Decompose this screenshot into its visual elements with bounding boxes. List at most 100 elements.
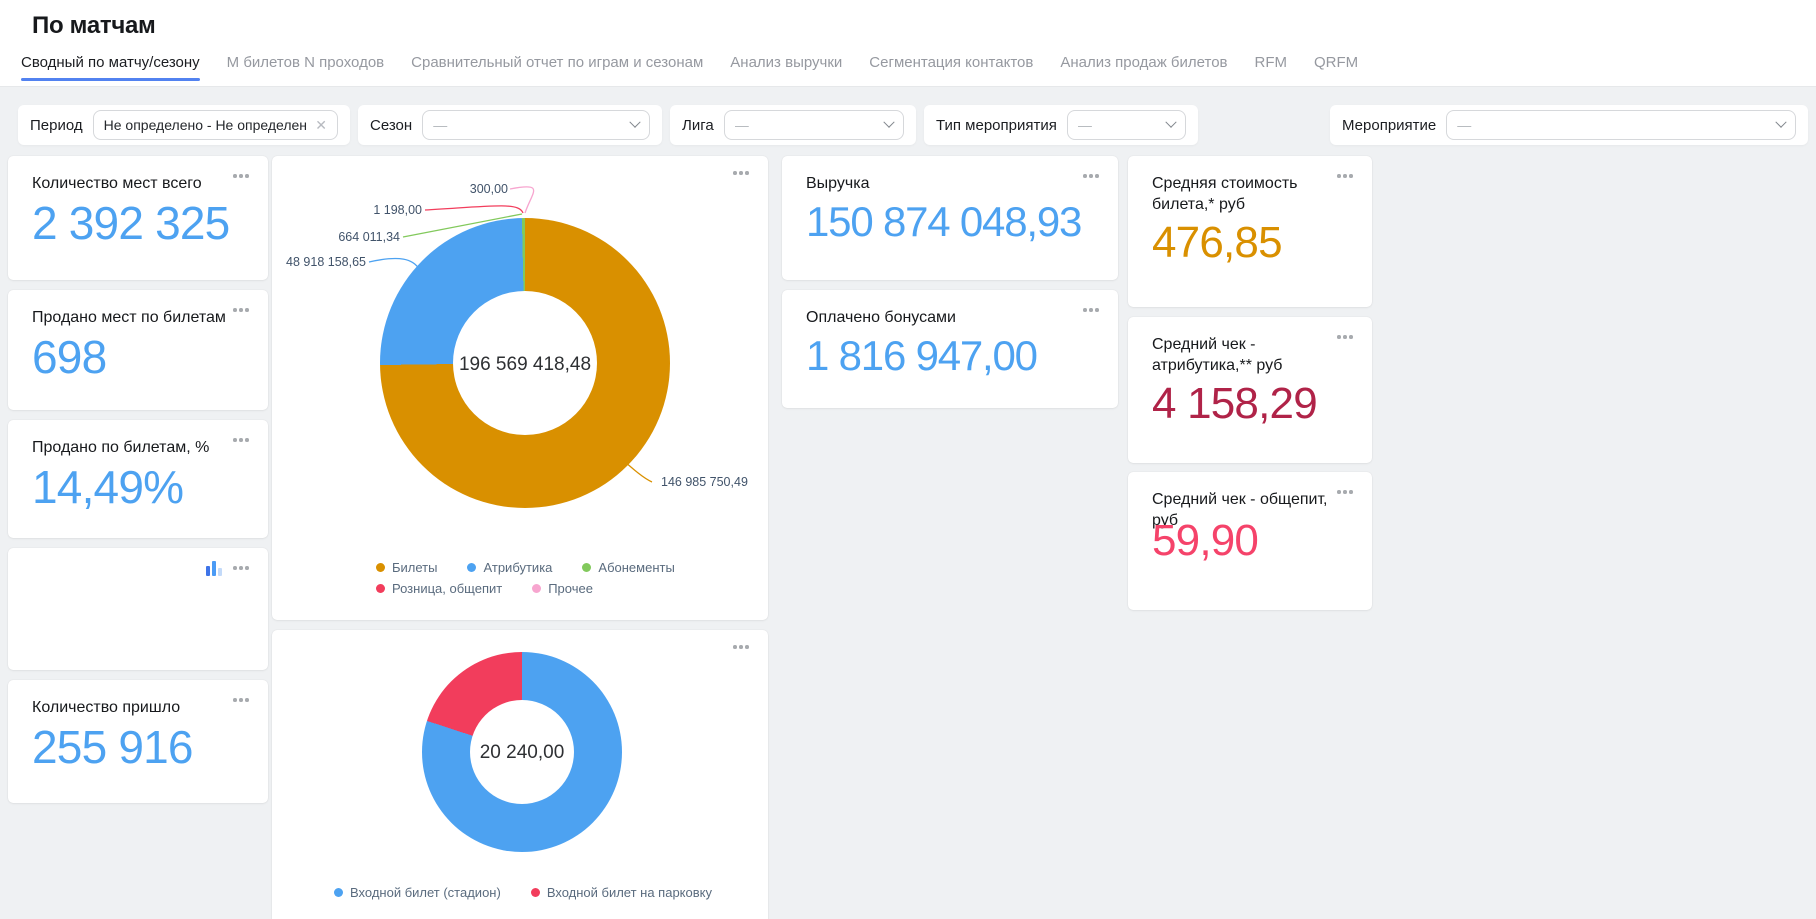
tab-revenue-analysis[interactable]: Анализ выручки — [730, 54, 843, 71]
page-title: По матчам — [32, 12, 156, 39]
period-input[interactable]: Не определено - Не определено ✕ — [92, 110, 338, 140]
chevron-down-icon — [1165, 116, 1177, 128]
kpi-card-avg-merch: Средний чек - атрибутика,** руб 4 158,29 — [1128, 317, 1372, 463]
slice-label-abonementy: 664 011,34 — [338, 230, 400, 244]
filter-event-label: Мероприятие — [1342, 116, 1437, 134]
event-type-value: — — [1077, 117, 1092, 133]
kpi-value: 2 392 325 — [32, 197, 230, 249]
filter-period-label: Период — [30, 116, 83, 134]
card-menu-button[interactable] — [230, 563, 252, 573]
kpi-value: 59,90 — [1152, 516, 1259, 565]
tab-contact-segmentation[interactable]: Сегментация контактов — [869, 54, 1034, 71]
period-value: Не определено - Не определено — [103, 117, 308, 133]
slice-label-bilety: 146 985 750,49 — [661, 475, 748, 489]
kpi-title: Оплачено бонусами — [806, 309, 956, 326]
tab-rfm[interactable]: RFM — [1254, 54, 1288, 71]
kpi-title: Средний чек - атрибутика,** руб — [1152, 336, 1283, 374]
legend-dot-icon — [376, 584, 385, 593]
filter-period: Период Не определено - Не определено ✕ — [18, 105, 350, 145]
legend-item[interactable]: Розница, общепит — [376, 581, 502, 596]
tab-m-tickets-n-passes[interactable]: М билетов N проходов — [226, 54, 385, 71]
clear-icon[interactable]: ✕ — [315, 117, 327, 133]
kpi-title: Средний чек - общепит, руб — [1152, 491, 1328, 529]
tab-ticket-sales-analysis[interactable]: Анализ продаж билетов — [1060, 54, 1228, 71]
entrance-tickets-donut-card: 20 240,00 Входной билет (стадион) Входно… — [272, 630, 768, 919]
tab-bar: Сводный по матчу/сезону М билетов N прох… — [21, 50, 1359, 81]
legend-label: Входной билет (стадион) — [350, 885, 501, 900]
event-select[interactable]: — — [1446, 110, 1796, 140]
legend-dot-icon — [376, 563, 385, 572]
legend-item[interactable]: Билеты — [376, 560, 437, 575]
kpi-card-bonuses: Оплачено бонусами 1 816 947,00 — [782, 290, 1118, 408]
kpi-value: 698 — [32, 331, 107, 383]
card-menu-button[interactable] — [230, 695, 252, 705]
card-menu-button[interactable] — [230, 435, 252, 445]
league-value: — — [734, 117, 749, 133]
filter-event: Мероприятие — — [1330, 105, 1808, 145]
kpi-value: 150 874 048,93 — [806, 198, 1082, 245]
card-menu-button[interactable] — [230, 305, 252, 315]
event-value: — — [1457, 117, 1472, 133]
legend-label: Билеты — [392, 560, 438, 575]
card-menu-button[interactable] — [1080, 305, 1102, 315]
kpi-title: Продано по билетам, % — [32, 439, 210, 456]
card-menu-button[interactable] — [1334, 487, 1356, 497]
chevron-down-icon — [629, 116, 641, 128]
kpi-card-seats-total: Количество мест всего 2 392 325 — [8, 156, 268, 280]
legend-item[interactable]: Прочее — [532, 581, 593, 596]
kpi-value: 4 158,29 — [1152, 379, 1318, 428]
kpi-title: Продано мест по билетам — [32, 309, 226, 326]
league-select[interactable]: — — [723, 110, 904, 140]
card-menu-button[interactable] — [230, 171, 252, 181]
tab-summary-by-match-season[interactable]: Сводный по матчу/сезону — [21, 50, 200, 81]
legend-dot-icon — [532, 584, 542, 593]
card-menu-button[interactable] — [1080, 171, 1102, 181]
legend-dot-icon — [467, 563, 477, 572]
season-select[interactable]: — — [422, 110, 650, 140]
filter-league: Лига — — [670, 105, 916, 145]
legend-label: Абонементы — [598, 560, 675, 575]
filter-season: Сезон — — [358, 105, 662, 145]
tab-qrfm[interactable]: QRFM — [1314, 54, 1359, 71]
donut-center-label: 20 240,00 — [479, 742, 565, 763]
kpi-value: 14,49% — [32, 461, 184, 513]
chart-legend: Билеты Атрибутика Абонементы Розница, об… — [376, 560, 675, 602]
legend-item[interactable]: Входной билет (стадион) — [334, 885, 501, 900]
kpi-title: Количество пришло — [32, 699, 181, 716]
donut-hole — [453, 291, 597, 435]
revenue-structure-donut-card: 196 569 418,48 300,00 1 198,00 664 011,3… — [272, 156, 768, 620]
legend-label: Прочее — [548, 581, 593, 596]
chart-legend: Входной билет (стадион) Входной билет на… — [334, 885, 712, 906]
legend-item[interactable]: Атрибутика — [467, 560, 552, 575]
filter-event-type: Тип мероприятия — — [924, 105, 1198, 145]
kpi-value: 255 916 — [32, 721, 193, 773]
kpi-card-avg-food: Средний чек - общепит, руб 59,90 — [1128, 472, 1372, 610]
legend-item[interactable]: Абонементы — [582, 560, 675, 575]
page-header: По матчам Сводный по матчу/сезону М биле… — [0, 0, 1816, 87]
legend-dot-icon — [530, 888, 540, 897]
legend-label: Атрибутика — [483, 560, 553, 575]
kpi-card-seats-sold: Продано мест по билетам 698 — [8, 290, 268, 410]
kpi-title: Средняя стоимость билета,* руб — [1152, 175, 1298, 213]
kpi-card-attendance: Количество пришло 255 916 — [8, 680, 268, 803]
kpi-card-revenue: Выручка 150 874 048,93 — [782, 156, 1118, 280]
card-menu-button[interactable] — [730, 168, 752, 178]
legend-label: Розница, общепит — [392, 581, 503, 596]
empty-widget-card — [8, 548, 268, 670]
chevron-down-icon — [883, 116, 895, 128]
kpi-title: Количество мест всего — [32, 175, 202, 192]
legend-label: Входной билет на парковку — [546, 885, 712, 900]
card-menu-button[interactable] — [730, 642, 752, 652]
legend-item[interactable]: Входной билет на парковку — [530, 885, 712, 900]
bar-chart-icon — [206, 561, 222, 576]
filter-league-label: Лига — [682, 116, 714, 134]
tab-comparative-report[interactable]: Сравнительный отчет по играм и сезонам — [411, 54, 704, 71]
slice-label-prochee: 300,00 — [469, 182, 508, 196]
card-menu-button[interactable] — [1334, 332, 1356, 342]
chevron-down-icon — [1775, 116, 1787, 128]
donut-center-label: 196 569 418,48 — [458, 354, 592, 375]
card-menu-button[interactable] — [1334, 171, 1356, 181]
event-type-select[interactable]: — — [1066, 110, 1186, 140]
season-value: — — [433, 117, 448, 133]
kpi-value: 1 816 947,00 — [806, 332, 1038, 379]
